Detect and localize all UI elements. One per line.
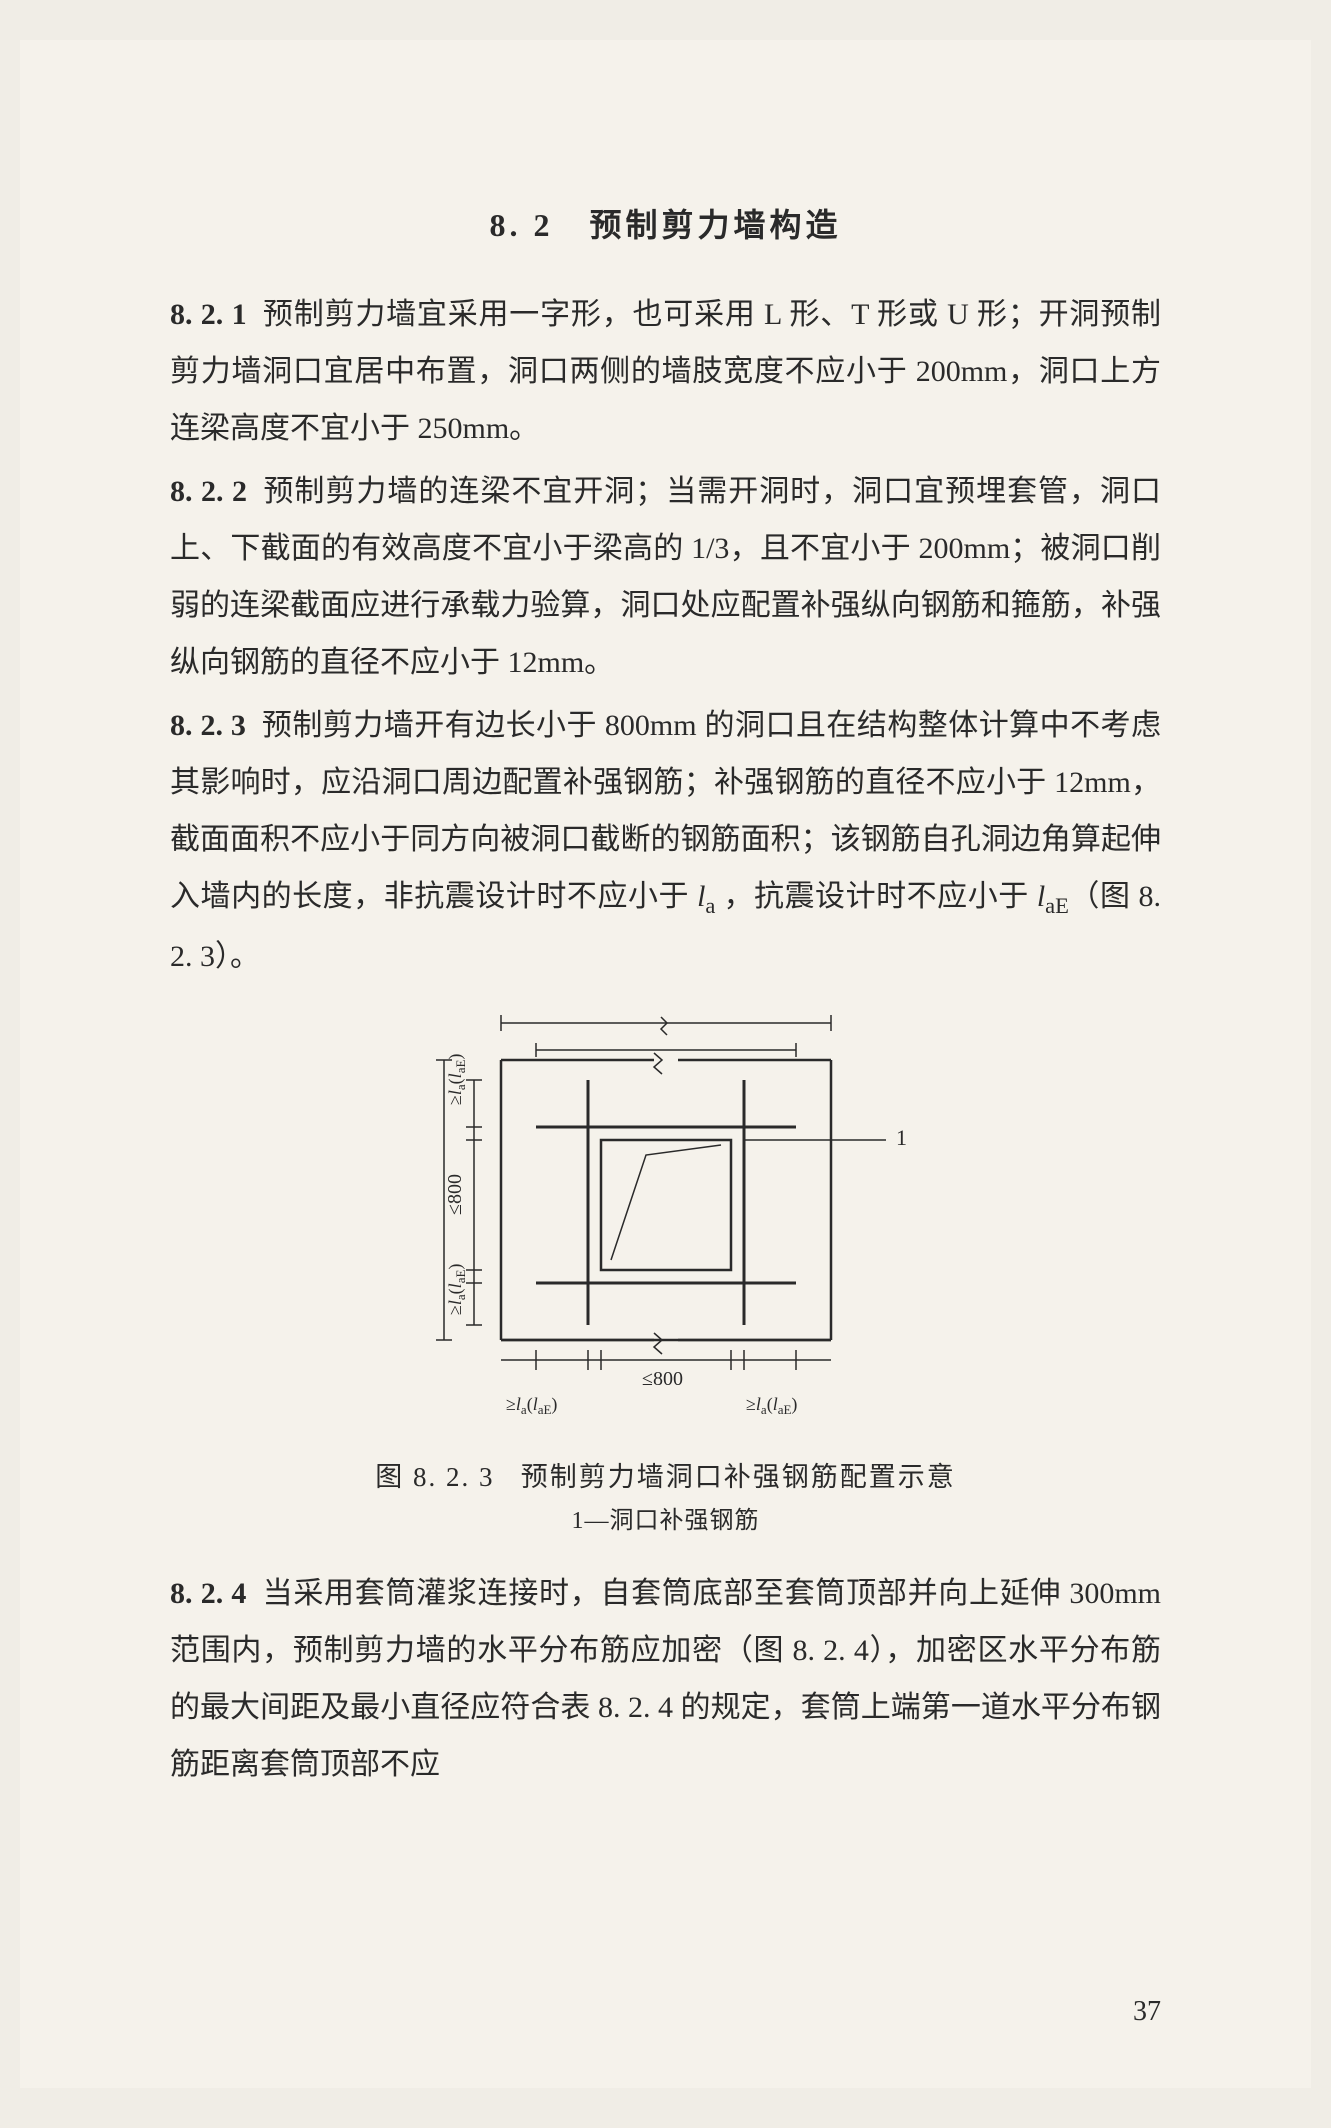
clause-text: 预制剪力墙的连梁不宜开洞；当需开洞时，洞口宜预埋套管，洞口上、下截面的有效高度不… [170, 475, 1161, 679]
dim-left-lower: ≥la(laE) [445, 1263, 468, 1314]
document-page: 8. 2 预制剪力墙构造 8. 2. 1 预制剪力墙宜采用一字形，也可采用 L … [20, 40, 1311, 2088]
section-heading: 8. 2 预制剪力墙构造 [170, 200, 1161, 246]
figure-caption: 图 8. 2. 3 预制剪力墙洞口补强钢筋配置示意 [375, 1455, 956, 1494]
clause-8-2-4: 8. 2. 4 当采用套筒灌浆连接时，自套筒底部至套筒顶部并向上延伸 300mm… [170, 1565, 1161, 1793]
figure-8-2-3: 1 ≥la(laE) ≤800 ≥la(laE) [170, 1005, 1161, 1535]
figure-caption-text: 预制剪力墙洞口补强钢筋配置示意 [521, 1462, 956, 1492]
section-number: 8. 2 [489, 207, 553, 243]
subscript-a: a [705, 893, 715, 918]
clause-number: 8. 2. 3 [170, 709, 246, 742]
clause-text: 当采用套筒灌浆连接时，自套筒底部至套筒顶部并向上延伸 300mm 范围内，预制剪… [170, 1577, 1161, 1781]
dim-bottom-left: ≥la(laE) [506, 1394, 557, 1417]
figure-legend: 1—洞口补强钢筋 [572, 1500, 760, 1535]
subscript-aE: aE [1045, 893, 1069, 918]
clause-text: 预制剪力墙宜采用一字形，也可采用 L 形、T 形或 U 形；开洞预制剪力墙洞口宜… [170, 298, 1161, 445]
clause-8-2-3: 8. 2. 3 预制剪力墙开有边长小于 800mm 的洞口且在结构整体计算中不考… [170, 697, 1161, 985]
clause-text-mid: ，抗震设计时不应小于 [715, 880, 1036, 913]
dim-left-mid: ≤800 [444, 1174, 466, 1215]
page-number: 37 [1133, 1996, 1161, 2028]
section-title-text: 预制剪力墙构造 [589, 207, 841, 243]
clause-8-2-1: 8. 2. 1 预制剪力墙宜采用一字形，也可采用 L 形、T 形或 U 形；开洞… [170, 286, 1161, 457]
clause-number: 8. 2. 2 [170, 475, 247, 508]
dim-left-upper: ≥la(laE) [445, 1053, 468, 1104]
clause-number: 8. 2. 1 [170, 298, 247, 331]
clause-8-2-2: 8. 2. 2 预制剪力墙的连梁不宜开洞；当需开洞时，洞口宜预埋套管，洞口上、下… [170, 463, 1161, 691]
dim-bottom-mid: ≤800 [642, 1368, 683, 1390]
figure-caption-num: 图 8. 2. 3 [375, 1462, 494, 1492]
symbol-laE: l [1037, 880, 1045, 913]
figure-diagram: 1 ≥la(laE) ≤800 ≥la(laE) [386, 1005, 946, 1445]
dim-bottom-right: ≥la(laE) [746, 1394, 797, 1417]
clause-number: 8. 2. 4 [170, 1577, 246, 1610]
callout-1-label: 1 [896, 1125, 907, 1150]
